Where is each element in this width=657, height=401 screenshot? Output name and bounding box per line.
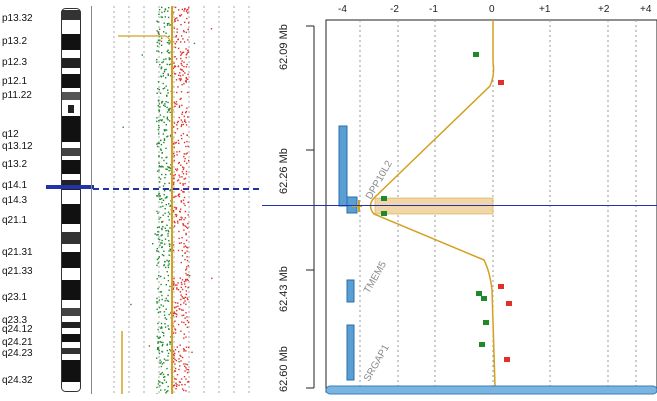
band-label: p12.3 [2, 57, 28, 68]
mb-label: 62.60 Mb [278, 346, 290, 392]
band-label: q24.32 [2, 375, 33, 386]
probe-loss [381, 211, 387, 216]
band-label: p12.1 [2, 76, 28, 87]
band-label: q21.33 [2, 266, 33, 277]
deletion-highlight [374, 197, 494, 215]
detail-plot[interactable] [262, 0, 657, 396]
position-marker[interactable] [46, 185, 94, 189]
x-tick-label: 0 [489, 4, 495, 15]
probe-loss [476, 291, 482, 296]
band-label: q21.31 [2, 247, 33, 258]
probe-gain [498, 80, 504, 85]
gene-block-tmem5 [346, 279, 355, 303]
x-tick-label: -4 [338, 4, 347, 15]
band-label: p13.32 [2, 13, 33, 24]
band-label: q23.1 [2, 292, 28, 303]
band-label: q14.3 [2, 195, 28, 206]
detail-position-line[interactable] [262, 205, 657, 206]
probe-loss [479, 342, 485, 347]
band-label: q21.1 [2, 215, 28, 226]
band-label: q24.23 [2, 348, 33, 359]
mb-label: 62.09 Mb [278, 24, 290, 70]
detail-panel: -4 -2 -1 0 +1 +2 +4 62.09 Mb 62.26 Mb 62… [262, 0, 657, 396]
overview-panel [91, 6, 260, 395]
detail-scrollbar [325, 385, 657, 395]
x-tick-label: -2 [390, 4, 399, 15]
copy-number-trend [369, 20, 496, 387]
chromosome-ideogram[interactable] [61, 8, 81, 392]
probe-loss [381, 196, 387, 201]
band-label: q14.1 [2, 180, 28, 191]
band-label: q23.3 [2, 315, 28, 326]
probe-loss [473, 52, 479, 57]
band-label: q13.12 [2, 141, 33, 152]
x-tick-label: -1 [429, 4, 438, 15]
probe-loss [483, 320, 489, 325]
gene-block-srgap1 [346, 324, 355, 381]
band-label: q24.12 [2, 324, 33, 335]
overview-plot[interactable] [92, 6, 260, 395]
band-label: p13.2 [2, 36, 28, 47]
band-label: q12 [2, 129, 19, 140]
probe-gain [506, 301, 512, 306]
probe-loss [481, 296, 487, 301]
overview-probes [122, 6, 213, 395]
band-label: q24.21 [2, 337, 33, 348]
overview-trend-branch [118, 35, 173, 47]
mb-label: 62.26 Mb [278, 148, 290, 194]
overview-selection-line[interactable] [93, 188, 259, 190]
probe-markers [381, 52, 512, 362]
mb-label: 62.43 Mb [278, 266, 290, 312]
band-label: p11.22 [2, 90, 32, 101]
band-label: q13.2 [2, 159, 28, 170]
probe-gain [498, 284, 504, 289]
x-tick-label: +4 [640, 4, 652, 15]
gene-block-dpp10l2 [338, 125, 348, 207]
x-tick-label: +1 [539, 4, 551, 15]
probe-gain [504, 357, 510, 362]
x-tick-label: +2 [598, 4, 610, 15]
